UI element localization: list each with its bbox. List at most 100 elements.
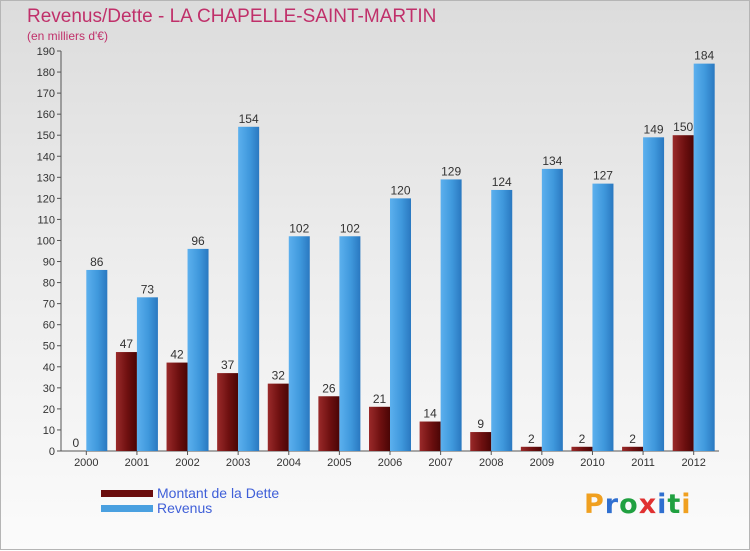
- x-tick-label: 2010: [580, 457, 604, 469]
- y-tick-label: 170: [37, 88, 55, 100]
- y-tick-label: 150: [37, 130, 55, 142]
- chart-title: Revenus/Dette - LA CHAPELLE-SAINT-MARTIN: [27, 6, 437, 27]
- data-label-revenus: 149: [644, 122, 664, 136]
- bar-revenus: [440, 179, 462, 451]
- data-label-revenus: 102: [340, 221, 360, 235]
- data-label-dette: 150: [673, 120, 693, 134]
- x-tick-label: 2008: [479, 457, 503, 469]
- bar-dette: [166, 362, 188, 451]
- logo-letter: x: [638, 489, 658, 520]
- y-tick-label: 20: [43, 404, 55, 416]
- data-label-dette: 47: [120, 337, 134, 351]
- data-label-revenus: 184: [694, 49, 714, 63]
- legend-swatch-dette: [101, 490, 153, 497]
- y-tick-label: 10: [43, 425, 55, 437]
- x-tick-label: 2012: [681, 457, 705, 469]
- x-tick-label: 2003: [226, 457, 250, 469]
- y-tick-label: 40: [43, 362, 55, 374]
- data-label-dette: 2: [528, 432, 535, 446]
- data-label-dette: 2: [629, 432, 636, 446]
- data-label-revenus: 127: [593, 169, 613, 183]
- bar-dette: [470, 432, 492, 451]
- bar-dette: [672, 135, 694, 452]
- logo-letter: i: [681, 489, 692, 520]
- bar-dette: [419, 421, 441, 451]
- data-label-dette: 37: [221, 358, 235, 372]
- data-label-dette: 0: [72, 436, 79, 450]
- y-tick-label: 130: [37, 172, 55, 184]
- y-tick-label: 0: [49, 446, 55, 458]
- data-label-revenus: 129: [441, 164, 461, 178]
- data-label-revenus: 96: [191, 234, 205, 248]
- y-tick-label: 120: [37, 193, 55, 205]
- bar-revenus: [491, 189, 513, 451]
- x-tick-label: 2007: [428, 457, 452, 469]
- legend-label-dette: Montant de la Dette: [157, 485, 280, 501]
- bar-revenus: [339, 236, 361, 451]
- y-tick-label: 90: [43, 257, 55, 269]
- y-tick-label: 190: [37, 46, 55, 58]
- logo-letter: r: [604, 489, 620, 520]
- bar-dette: [571, 446, 593, 451]
- x-tick-label: 2000: [74, 457, 98, 469]
- bar-revenus: [390, 198, 411, 451]
- data-label-revenus: 120: [390, 183, 410, 197]
- y-tick-label: 60: [43, 320, 55, 332]
- data-label-revenus: 86: [90, 255, 104, 269]
- x-tick-label: 2006: [378, 457, 402, 469]
- x-tick-label: 2001: [125, 457, 149, 469]
- y-tick-label: 180: [37, 67, 55, 79]
- y-tick-label: 80: [43, 278, 55, 290]
- logo-letter: i: [657, 489, 668, 520]
- data-label-dette: 9: [477, 417, 484, 431]
- proxiti-logo: Proxiti: [584, 489, 692, 520]
- bar-revenus: [187, 248, 209, 451]
- x-tick-label: 2005: [327, 457, 351, 469]
- bar-dette: [115, 352, 137, 451]
- data-label-dette: 42: [170, 348, 184, 362]
- data-label-dette: 2: [579, 432, 586, 446]
- y-tick-label: 100: [37, 235, 55, 247]
- bar-revenus: [288, 236, 310, 451]
- x-tick-label: 2009: [530, 457, 554, 469]
- y-tick-label: 110: [37, 214, 55, 226]
- data-label-revenus: 102: [289, 221, 309, 235]
- bar-dette: [217, 373, 239, 451]
- x-tick-label: 2011: [631, 457, 655, 469]
- bar-dette: [369, 406, 390, 451]
- y-tick-label: 30: [43, 383, 55, 395]
- data-label-revenus: 134: [542, 154, 562, 168]
- y-tick-label: 50: [43, 341, 55, 353]
- bar-dette: [318, 396, 340, 451]
- logo-letter: P: [584, 489, 605, 520]
- bar-revenus: [541, 168, 563, 452]
- data-label-dette: 26: [322, 381, 336, 395]
- bar-revenus: [86, 269, 108, 451]
- legend-swatch-revenus: [101, 505, 153, 512]
- data-label-dette: 14: [423, 407, 437, 421]
- data-label-revenus: 154: [239, 112, 259, 126]
- x-tick-label: 2002: [175, 457, 199, 469]
- y-tick-label: 140: [37, 151, 55, 163]
- bar-dette: [520, 446, 542, 451]
- bar-revenus: [693, 63, 715, 451]
- logo-letter: o: [619, 489, 639, 520]
- data-label-revenus: 124: [492, 175, 512, 189]
- data-label-dette: 32: [272, 369, 286, 383]
- data-label-dette: 21: [373, 392, 387, 406]
- logo-letter: t: [667, 489, 682, 520]
- chart-subtitle: (en milliers d'€): [27, 29, 108, 43]
- y-tick-label: 160: [37, 109, 55, 121]
- y-tick-label: 70: [43, 299, 55, 311]
- bar-revenus: [643, 137, 665, 451]
- data-label-revenus: 73: [141, 282, 155, 296]
- bar-revenus: [592, 183, 614, 451]
- bar-dette: [622, 446, 644, 451]
- legend-label-revenus: Revenus: [157, 500, 213, 516]
- bar-revenus: [136, 297, 158, 451]
- bar-dette: [267, 383, 289, 451]
- x-tick-label: 2004: [277, 457, 301, 469]
- bar-revenus: [238, 126, 260, 451]
